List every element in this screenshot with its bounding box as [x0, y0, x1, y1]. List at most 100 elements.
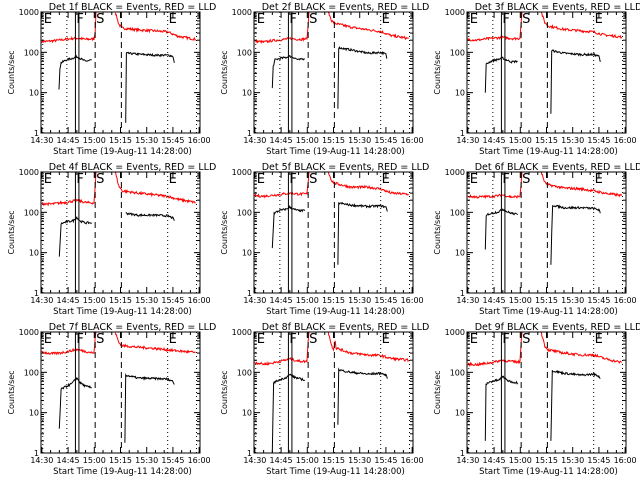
y-tick-label: 1000: [445, 8, 465, 17]
events-series-line: [550, 204, 601, 265]
x-tick-label: 14:45: [270, 136, 293, 145]
x-tick-label: 15:45: [587, 296, 610, 305]
plot-area: [467, 172, 624, 293]
y-tick-label: 100: [237, 208, 252, 217]
marker-label: F: [502, 332, 509, 347]
marker-label: F: [289, 332, 296, 347]
x-tick-label: 15:45: [374, 136, 397, 145]
plot-frame: [253, 11, 414, 134]
y-tick-label: 1000: [445, 328, 465, 337]
marker-label: E: [257, 12, 265, 27]
y-axis-label: Counts/sec: [7, 210, 16, 254]
x-axis-label: Start Time (19-Aug-11 14:28:00): [266, 467, 405, 477]
marker-label: E: [382, 12, 390, 27]
x-tick-label: 15:30: [135, 296, 158, 305]
panel-title: Det 1f BLACK = Events, RED = LLD: [49, 2, 217, 13]
plot-frame: [466, 11, 627, 134]
events-series-line: [337, 202, 388, 265]
x-tick-label: 15:30: [135, 456, 158, 465]
panel-title: Det 9f BLACK = Events, RED = LLD: [475, 322, 640, 333]
x-tick-label: 15:15: [535, 456, 558, 465]
events-series-line: [124, 372, 175, 443]
x-tick-label: 15:15: [535, 136, 558, 145]
x-axis-label: Start Time (19-Aug-11 14:28:00): [266, 147, 405, 157]
lld-series-line: [327, 332, 410, 363]
y-tick-label: 100: [237, 368, 252, 377]
y-tick-label: 1000: [232, 328, 252, 337]
x-tick-label: 15:00: [509, 456, 532, 465]
x-tick-label: 14:45: [57, 136, 80, 145]
x-tick-label: 14:30: [30, 296, 53, 305]
x-tick-label: 16:00: [614, 136, 637, 145]
x-tick-label: 15:00: [509, 296, 532, 305]
lld-series-line: [254, 172, 310, 199]
marker-label: E: [44, 172, 52, 187]
events-series-line: [58, 216, 93, 257]
y-tick-label: 100: [24, 368, 39, 377]
panel-title: Det 5f BLACK = Events, RED = LLD: [262, 162, 430, 173]
marker-label: F: [502, 172, 509, 187]
y-axis-label: Counts/sec: [220, 210, 229, 254]
events-series-line: [271, 373, 306, 453]
x-tick-label: 14:45: [270, 456, 293, 465]
x-tick-label: 16:00: [188, 456, 211, 465]
lld-series-line: [114, 172, 196, 204]
y-tick-label: 1000: [445, 168, 465, 177]
y-tick-label: 1: [34, 449, 39, 458]
marker-label: E: [382, 172, 390, 187]
x-tick-label: 15:00: [83, 456, 106, 465]
x-tick-label: 14:45: [57, 456, 80, 465]
y-tick-label: 100: [450, 368, 465, 377]
lld-series-line: [467, 172, 523, 200]
y-tick-label: 10: [242, 89, 252, 98]
marker-label: E: [257, 172, 265, 187]
marker-label: F: [289, 12, 296, 27]
x-axis-label: Start Time (19-Aug-11 14:28:00): [53, 307, 192, 317]
marker-label: E: [169, 332, 177, 347]
x-tick-label: 14:30: [456, 296, 479, 305]
y-tick-label: 10: [29, 89, 39, 98]
x-tick-label: 15:15: [322, 136, 345, 145]
x-tick-label: 16:00: [401, 136, 424, 145]
events-series-line: [484, 208, 519, 250]
x-tick-label: 15:45: [374, 296, 397, 305]
x-tick-label: 14:45: [270, 296, 293, 305]
x-tick-label: 15:15: [322, 456, 345, 465]
plot-frame: [40, 171, 201, 294]
marker-label: E: [595, 12, 603, 27]
x-tick-label: 15:45: [374, 456, 397, 465]
y-axis-label: Counts/sec: [433, 210, 442, 254]
x-tick-label: 15:15: [109, 456, 132, 465]
lld-series-line: [540, 332, 622, 364]
y-tick-label: 100: [450, 208, 465, 217]
x-tick-label: 15:30: [135, 136, 158, 145]
lld-series-line: [327, 172, 409, 196]
marker-label: S: [309, 332, 317, 347]
x-tick-label: 15:45: [587, 136, 610, 145]
marker-label: E: [257, 332, 265, 347]
x-axis-label: Start Time (19-Aug-11 14:28:00): [53, 467, 192, 477]
y-tick-label: 1: [247, 449, 252, 458]
x-tick-label: 15:15: [109, 296, 132, 305]
plot-frame: [253, 331, 414, 454]
x-tick-label: 14:30: [456, 136, 479, 145]
x-tick-label: 15:00: [83, 296, 106, 305]
lld-series-line: [540, 12, 623, 40]
plot-area: [41, 172, 198, 293]
panel-title: Det 2f BLACK = Events, RED = LLD: [262, 2, 430, 13]
marker-label: S: [96, 12, 104, 27]
x-tick-label: 14:45: [483, 296, 506, 305]
y-tick-label: 10: [455, 89, 465, 98]
marker-label: F: [502, 12, 509, 27]
x-tick-label: 14:45: [483, 456, 506, 465]
x-axis-label: Start Time (19-Aug-11 14:28:00): [479, 307, 618, 317]
y-tick-label: 1000: [232, 168, 252, 177]
plot-frame: [253, 171, 414, 294]
